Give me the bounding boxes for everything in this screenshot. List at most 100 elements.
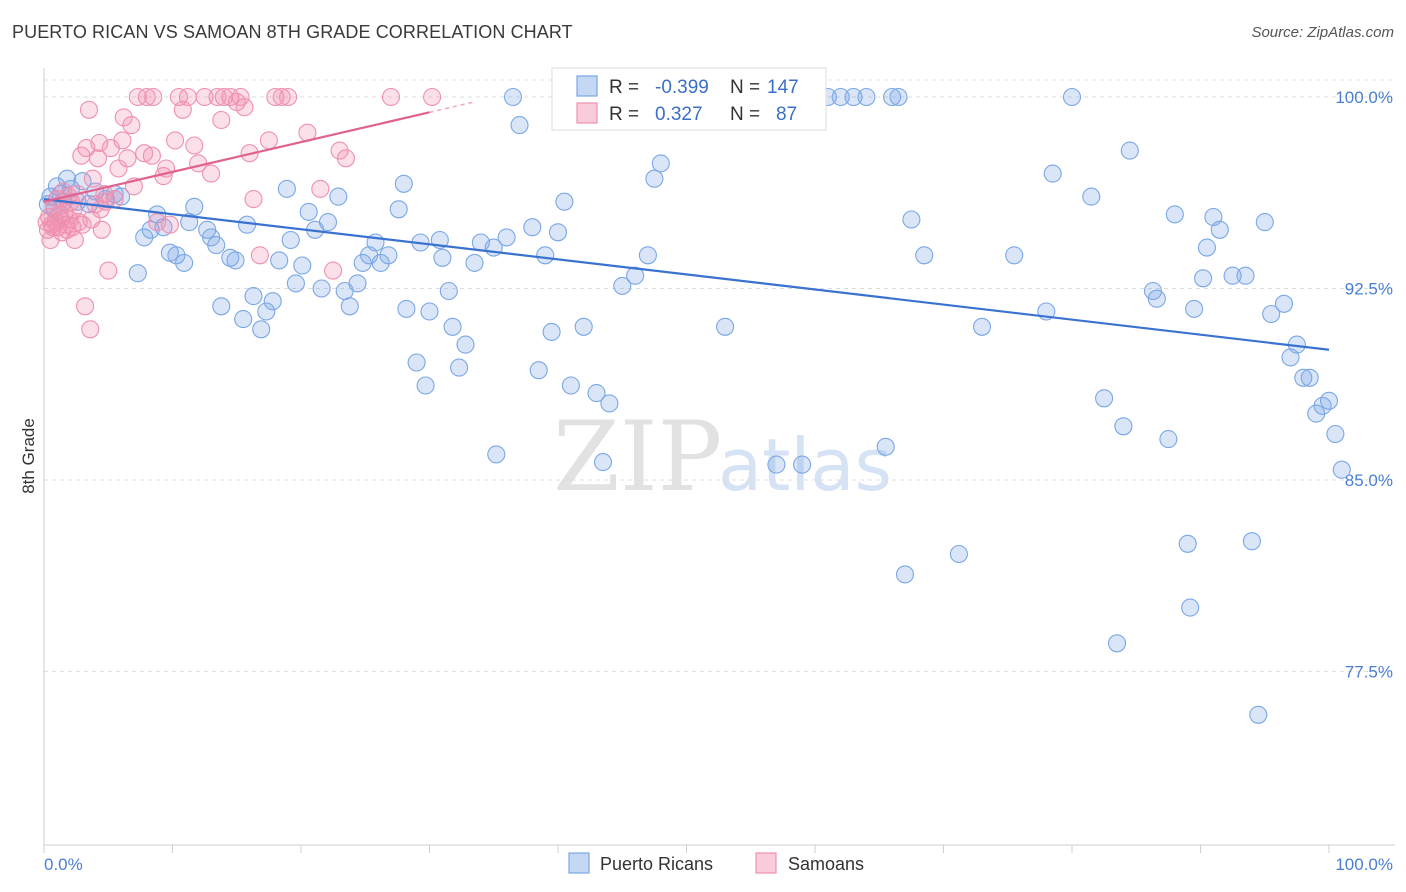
point-puerto-rican-82 <box>574 317 593 336</box>
point-puerto-rican-87 <box>626 266 645 285</box>
point-puerto-rican-73 <box>503 87 523 107</box>
point-puerto-rican-42 <box>299 202 318 221</box>
point-puerto-rican-144 <box>1294 368 1313 387</box>
point-puerto-rican-141 <box>1274 294 1294 313</box>
point-puerto-rican-117 <box>1043 164 1062 183</box>
y-tick-label-2: 92.5% <box>1345 279 1393 298</box>
point-puerto-rican-74 <box>510 116 529 135</box>
point-samoan-81 <box>311 179 330 198</box>
point-puerto-rican-118 <box>1062 87 1082 107</box>
point-puerto-rican-139 <box>1255 213 1274 232</box>
point-samoan-86 <box>423 87 442 107</box>
point-puerto-rican-120 <box>1095 389 1114 408</box>
point-puerto-rican-66 <box>450 358 469 377</box>
point-puerto-rican-113 <box>949 544 968 564</box>
point-samoan-72 <box>235 98 254 117</box>
point-samoan-66 <box>208 87 227 107</box>
point-puerto-rican-107 <box>876 437 895 456</box>
point-puerto-rican-112 <box>915 246 934 265</box>
point-samoan-43 <box>109 159 128 178</box>
point-samoan-84 <box>336 149 356 168</box>
watermark-zip: ZIP <box>553 401 722 513</box>
point-samoan-44 <box>113 131 132 150</box>
series-legend: Puerto Ricans Samoans <box>568 852 864 874</box>
watermark-atlas: atlas <box>718 423 892 507</box>
x-tick-label-max: 100.0% <box>1335 855 1393 874</box>
legend-swatch-samoans <box>576 102 598 124</box>
point-puerto-rican-138 <box>1249 705 1268 724</box>
point-puerto-rican-89 <box>645 169 664 188</box>
point-samoan-67 <box>212 110 231 130</box>
point-puerto-rican-35 <box>257 302 276 321</box>
y-tick-labels: 77.5% 85.0% 92.5% 100.0% <box>1335 88 1393 681</box>
point-puerto-rican-31 <box>234 310 253 329</box>
y-tick-label-3: 100.0% <box>1335 88 1393 107</box>
legend-r-value-1: -0.399 <box>655 77 709 98</box>
point-puerto-rican-79 <box>548 223 568 242</box>
point-puerto-rican-45 <box>318 213 338 232</box>
point-puerto-rican-15 <box>128 264 147 283</box>
point-puerto-rican-54 <box>379 246 398 265</box>
point-puerto-rican-106 <box>857 87 876 107</box>
point-puerto-rican-100 <box>767 455 786 474</box>
point-puerto-rican-50 <box>353 253 372 272</box>
point-samoan-79 <box>279 87 298 107</box>
bottom-legend-label-samoans: Samoans <box>788 854 864 874</box>
point-puerto-rican-76 <box>529 361 548 380</box>
point-puerto-rican-81 <box>561 376 580 395</box>
point-samoan-27 <box>76 297 95 316</box>
point-puerto-rican-57 <box>397 299 416 318</box>
point-puerto-rican-55 <box>389 200 408 219</box>
legend-swatch-puerto-ricans <box>576 75 598 97</box>
legend-n-label-1: N = <box>730 77 760 98</box>
point-samoan-75 <box>250 246 269 265</box>
point-samoan-42 <box>105 190 124 209</box>
point-puerto-rican-16 <box>135 228 154 247</box>
point-puerto-rican-58 <box>407 353 426 372</box>
point-puerto-rican-145 <box>1300 368 1319 387</box>
point-samoan-58 <box>166 131 185 150</box>
point-puerto-rican-115 <box>1005 246 1024 265</box>
point-samoan-64 <box>195 87 214 107</box>
point-puerto-rican-85 <box>600 394 619 413</box>
point-puerto-rican-39 <box>281 230 300 250</box>
point-samoan-53 <box>144 87 163 107</box>
point-puerto-rican-86 <box>613 276 632 295</box>
point-puerto-rican-67 <box>456 335 475 354</box>
point-puerto-rican-49 <box>348 274 367 293</box>
puerto-rican-points <box>38 87 1351 724</box>
point-puerto-rican-122 <box>1114 417 1133 436</box>
point-puerto-rican-150 <box>1332 460 1351 479</box>
point-puerto-rican-28 <box>212 297 231 316</box>
point-puerto-rican-134 <box>1210 220 1229 239</box>
point-puerto-rican-44 <box>312 279 331 298</box>
point-puerto-rican-64 <box>439 281 458 301</box>
point-puerto-rican-56 <box>394 174 413 193</box>
point-puerto-rican-109 <box>889 87 908 107</box>
point-puerto-rican-111 <box>902 210 921 229</box>
point-samoan-57 <box>160 215 179 234</box>
point-samoan-29 <box>79 100 99 119</box>
point-puerto-rican-123 <box>1120 141 1139 160</box>
point-puerto-rican-110 <box>895 565 915 584</box>
point-puerto-rican-63 <box>433 248 452 267</box>
point-samoan-22 <box>65 230 84 250</box>
point-puerto-rican-21 <box>167 246 186 265</box>
legend-n-value-1: 147 <box>767 77 799 98</box>
point-puerto-rican-90 <box>651 154 670 173</box>
point-puerto-rican-128 <box>1178 534 1197 553</box>
point-puerto-rican-130 <box>1185 299 1204 318</box>
point-samoan-35 <box>90 133 109 153</box>
point-puerto-rican-37 <box>270 251 289 270</box>
point-puerto-rican-83 <box>587 384 606 403</box>
point-samoan-62 <box>185 136 204 155</box>
point-puerto-rican-131 <box>1194 269 1213 288</box>
y-tick-label-1: 85.0% <box>1345 471 1393 490</box>
point-samoan-47 <box>122 116 141 135</box>
point-puerto-rican-78 <box>542 322 561 341</box>
bottom-legend-swatch-samoans <box>755 852 777 874</box>
point-puerto-rican-119 <box>1082 187 1101 206</box>
point-puerto-rican-38 <box>277 179 296 198</box>
point-puerto-rican-108 <box>883 87 902 107</box>
